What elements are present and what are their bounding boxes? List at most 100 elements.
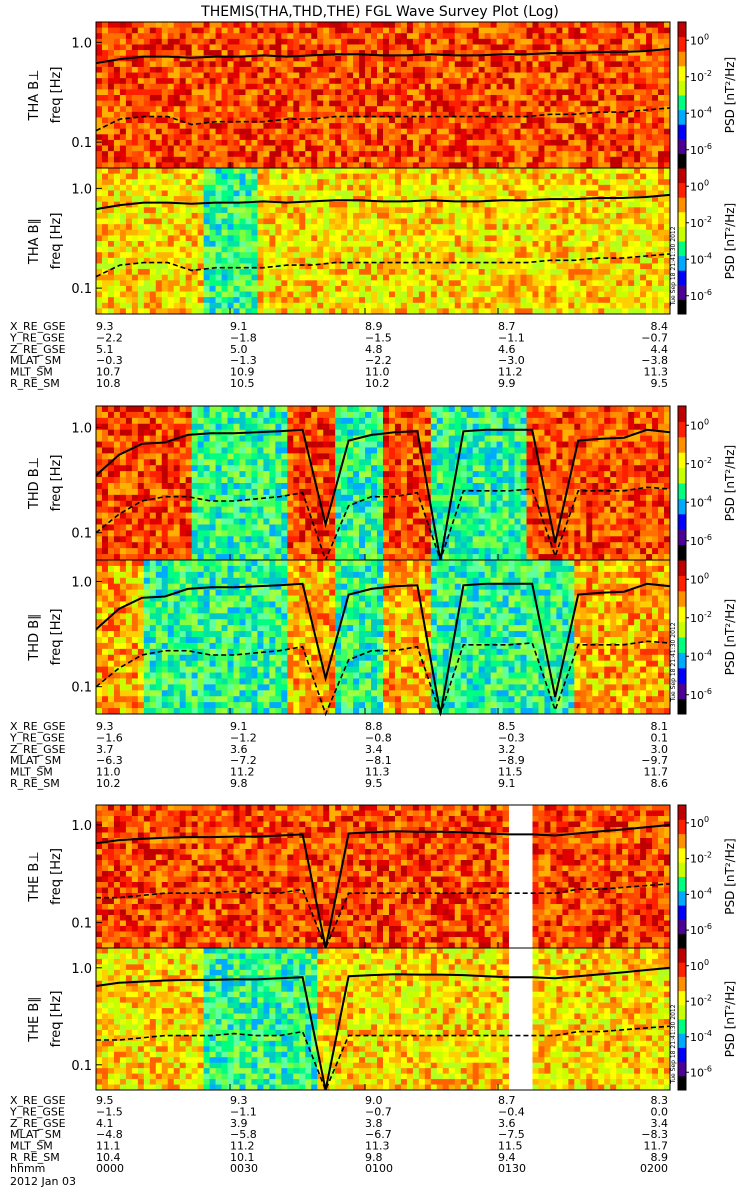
spectrogram-cell [234, 275, 240, 281]
spectrogram-cell [509, 106, 515, 112]
spectrogram-cell [604, 162, 610, 168]
spectrogram-cell [455, 286, 461, 292]
spectrogram-cell [162, 235, 168, 241]
spectrogram-cell [628, 241, 634, 247]
spectrogram-cell [592, 269, 598, 275]
spectrogram-cell [473, 101, 479, 107]
spectrogram-cell [234, 129, 240, 135]
spectrogram-cell [222, 174, 228, 180]
spectrogram-cell [467, 28, 473, 34]
spectrogram-cell [580, 190, 586, 196]
spectrogram-cell [407, 168, 413, 174]
spectrogram-cell [180, 162, 186, 168]
spectrogram-cell [449, 33, 455, 39]
spectrogram-cell [503, 235, 509, 241]
spectrogram-cell [287, 39, 293, 45]
spectrogram-cell [443, 168, 449, 174]
spectrogram-cell [341, 202, 347, 208]
spectrogram-cell [186, 146, 192, 152]
spectrogram-cell [491, 230, 497, 236]
spectrogram-cell [562, 202, 568, 208]
spectrogram-cell [389, 28, 395, 34]
spectrogram-cell [341, 146, 347, 152]
spectrogram-cell [293, 101, 299, 107]
spectrogram-cell [640, 247, 646, 253]
spectrogram-cell [568, 219, 574, 225]
spectrogram-cell [126, 190, 132, 196]
spectrogram-cell [251, 190, 257, 196]
spectrogram-cell [96, 22, 102, 28]
spectrogram-cell [204, 219, 210, 225]
spectrogram-cell [114, 84, 120, 90]
spectrogram-cell [150, 247, 156, 253]
spectrogram-cell [383, 213, 389, 219]
spectrogram-cell [407, 146, 413, 152]
spectrogram-cell [162, 196, 168, 202]
spectrogram-cell [311, 146, 317, 152]
spectrogram-cell [556, 151, 562, 157]
spectrogram-cell [616, 308, 622, 314]
spectrogram-cell [359, 280, 365, 286]
spectrogram-cell [132, 84, 138, 90]
spectrogram-cell [180, 280, 186, 286]
spectrogram-cell [604, 101, 610, 107]
spectrogram-cell [521, 129, 527, 135]
spectrogram-cell [180, 67, 186, 73]
spectrogram-cell [96, 263, 102, 269]
spectrogram-cell [449, 117, 455, 123]
spectrogram-cell [102, 95, 108, 101]
spectrogram-cell [144, 134, 150, 140]
spectrogram-cell [174, 280, 180, 286]
spectrogram-cell [652, 28, 658, 34]
spectrogram-cell [443, 22, 449, 28]
spectrogram-cell [228, 112, 234, 118]
spectrogram-cell [359, 202, 365, 208]
spectrogram-cell [156, 185, 162, 191]
spectrogram-cell [509, 56, 515, 62]
spectrogram-cell [568, 241, 574, 247]
spectrogram-cell [210, 185, 216, 191]
spectrogram-cell [275, 241, 281, 247]
spectrogram-cell [538, 67, 544, 73]
spectrogram-cell [455, 117, 461, 123]
spectrogram-cell [646, 56, 652, 62]
panel-2: 1.00.1freq [Hz]THA B∥10010-210-410-6PSD … [27, 168, 737, 315]
spectrogram-cell [640, 101, 646, 107]
spectrogram-cell [664, 134, 670, 140]
spectrogram-cell [144, 252, 150, 258]
spectrogram-cell [371, 241, 377, 247]
spectrogram-cell [610, 61, 616, 67]
spectrogram-cell [359, 185, 365, 191]
spectrogram-cell [257, 146, 263, 152]
spectrogram-cell [503, 129, 509, 135]
spectrogram-cell [485, 33, 491, 39]
spectrogram-cell [515, 117, 521, 123]
spectrogram-cell [156, 28, 162, 34]
spectrogram-cell [269, 292, 275, 298]
spectrogram-cell [527, 202, 533, 208]
spectrogram-cell [365, 275, 371, 281]
spectrogram-cell [461, 73, 467, 79]
spectrogram-cell [383, 252, 389, 258]
spectrogram-cell [509, 44, 515, 50]
spectrogram-cell [521, 117, 527, 123]
spectrogram-cell [491, 269, 497, 275]
spectrogram-cell [132, 297, 138, 303]
spectrogram-cell [449, 185, 455, 191]
spectrogram-cell [228, 213, 234, 219]
spectrogram-cell [216, 162, 222, 168]
spectrogram-cell [407, 297, 413, 303]
spectrogram-cell [479, 101, 485, 107]
spectrogram-cell [317, 129, 323, 135]
spectrogram-cell [323, 95, 329, 101]
spectrogram-cell [455, 207, 461, 213]
spectrogram-cell [658, 207, 664, 213]
spectrogram-cell [544, 235, 550, 241]
spectrogram-cell [150, 28, 156, 34]
spectrogram-cell [521, 146, 527, 152]
spectrogram-cell [323, 22, 329, 28]
spectrogram-cell [108, 67, 114, 73]
spectrogram-cell [443, 179, 449, 185]
spectrogram-cell [521, 140, 527, 146]
spectrogram-cell [377, 134, 383, 140]
